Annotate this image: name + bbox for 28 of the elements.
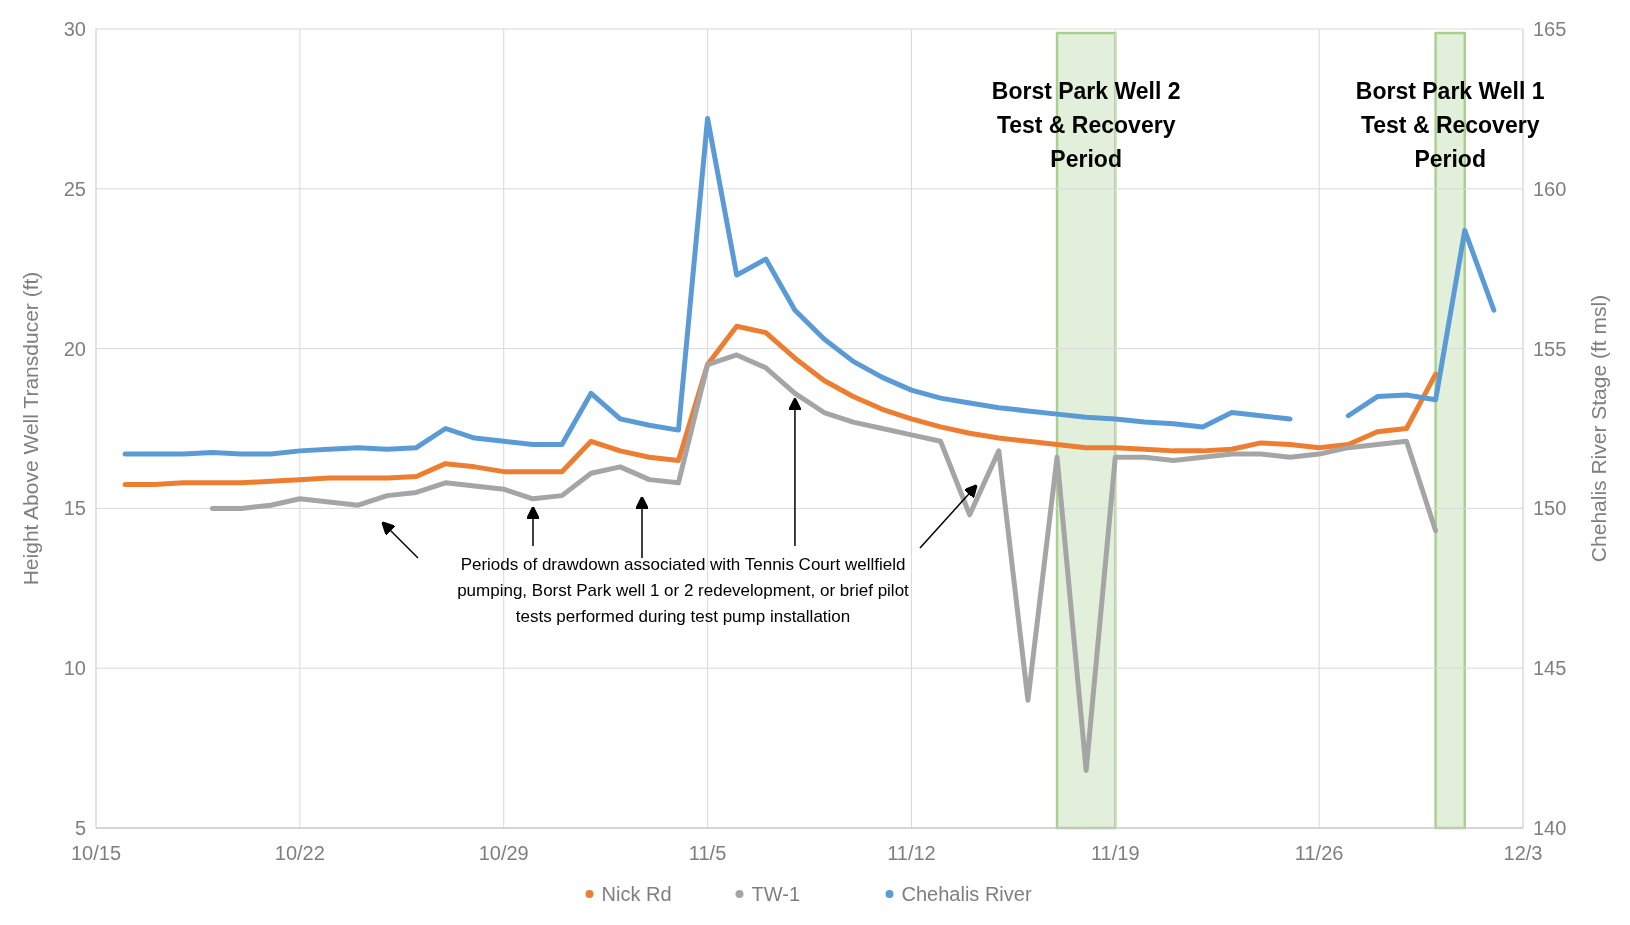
y-axis-title: Height Above Well Transducer (ft) (19, 271, 42, 586)
y2-tick-label: 155 (1533, 337, 1567, 360)
x-tick-label: 10/29 (478, 842, 529, 864)
y2-tick-label: 150 (1533, 497, 1567, 520)
y2-tick-label: 140 (1533, 817, 1567, 839)
x-tick-label: 11/19 (1091, 842, 1140, 864)
y2-tick-label: 160 (1533, 177, 1567, 200)
y-tick-label: 20 (63, 337, 86, 360)
x-tick-label: 10/15 (70, 842, 122, 864)
y-tick-label: 15 (63, 497, 86, 520)
legend-label: Nick Rd (601, 883, 672, 905)
x-tick-label: 12/3 (1503, 842, 1543, 864)
y-tick-label: 30 (63, 18, 86, 40)
y-tick-label: 25 (63, 177, 86, 200)
y2-tick-label: 165 (1533, 18, 1567, 40)
y-tick-label: 10 (63, 657, 86, 680)
x-tick-label: 11/12 (887, 842, 936, 864)
band-label: Borst Park Well 2 Test & Recovery Period (991, 78, 1181, 172)
y2-tick-label: 145 (1533, 657, 1567, 680)
legend-label: TW-1 (751, 883, 801, 905)
band-label: Borst Park Well 1 Test & Recovery Period (1355, 78, 1545, 172)
y2-axis-title: Chehalis River Stage (ft msl) (1587, 294, 1610, 563)
y-tick-label: 5 (74, 817, 86, 839)
x-tick-label: 11/26 (1294, 842, 1344, 864)
legend-label: Chehalis River (901, 883, 1032, 905)
x-tick-label: 10/22 (274, 842, 325, 864)
x-tick-label: 11/5 (688, 842, 727, 864)
annotation: Periods of drawdown associated with Tennis Court wellfield pumping, Borst Park well 1 or 2 redevelopment, or brief pilot tests performed during test pump installation (457, 555, 910, 626)
